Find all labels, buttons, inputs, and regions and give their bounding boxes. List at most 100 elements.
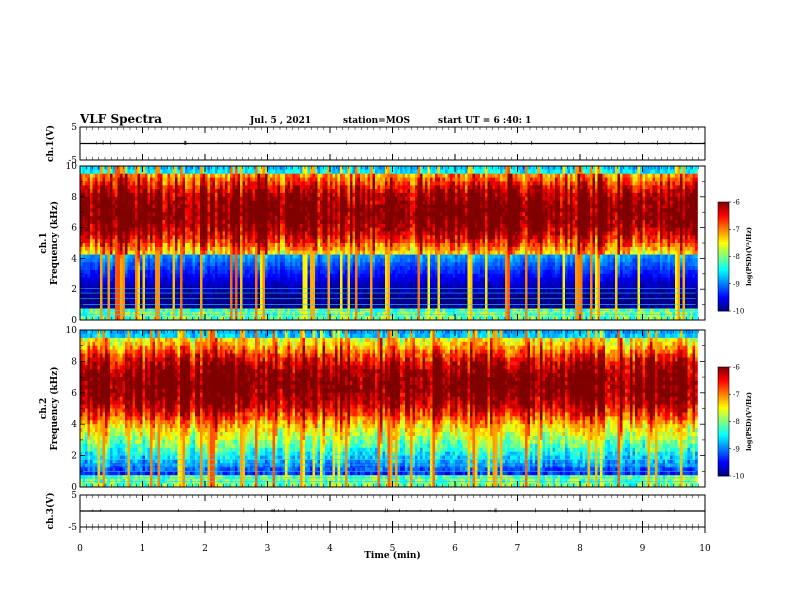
spectrogram-column [123, 166, 126, 320]
spectrogram-cell [88, 205, 91, 209]
spectrogram-cell [125, 185, 128, 189]
spectrogram-cell [115, 255, 118, 259]
spectrogram-cell [130, 216, 133, 220]
spectrogram-cell [175, 228, 178, 232]
spectrogram-cell [250, 255, 253, 259]
spectrogram-cell [108, 212, 111, 216]
spectrogram-cell [155, 243, 158, 247]
spectrogram-column [233, 166, 236, 320]
spectrogram-cell [163, 193, 166, 197]
spectrogram-cell [253, 189, 256, 193]
spectrogram-cell [108, 197, 111, 201]
spectrogram-cell [215, 235, 218, 239]
spectrogram-cell [258, 278, 261, 282]
spectrogram-cell [145, 243, 148, 247]
spectrogram-cell [253, 243, 256, 247]
spectrogram-cell [175, 170, 178, 174]
spectrogram-cell [220, 258, 223, 262]
spectrogram-cell [85, 216, 88, 220]
spectrogram-cell [143, 258, 146, 262]
spectrogram-cell [255, 212, 258, 216]
spectrogram-column [243, 166, 246, 320]
spectrogram-cell [158, 258, 161, 262]
spectrogram-cell [198, 212, 201, 216]
spectrogram-cell [118, 181, 121, 185]
spectrogram-cell [230, 270, 233, 274]
spectrogram-cell [113, 181, 116, 185]
spectrogram-cell [230, 282, 233, 286]
spectrogram-cell [168, 166, 171, 170]
spectrogram-cell [178, 278, 181, 282]
spectrogram-cell [128, 243, 131, 247]
spectrogram-cell [248, 193, 251, 197]
spectrogram-cell [153, 220, 156, 224]
spectrogram-cell [210, 208, 213, 212]
spectrogram-cell [135, 205, 138, 209]
spectrogram-cell [108, 216, 111, 220]
spectrogram-cell [238, 278, 241, 282]
spectrogram-cell [98, 228, 101, 232]
spectrogram-cell [188, 243, 191, 247]
spectrogram-cell [185, 174, 188, 178]
spectrogram-cell [153, 181, 156, 185]
spectrogram-cell [250, 235, 253, 239]
spectrogram-cell [108, 193, 111, 197]
spectrogram-cell [95, 293, 98, 297]
spectrogram-cell [198, 255, 201, 259]
spectrogram-cell [230, 262, 233, 266]
spectrogram-cell [258, 216, 261, 220]
spectrogram-cell [100, 243, 103, 247]
spectrogram-cell [183, 220, 186, 224]
spectrogram-cell [233, 174, 236, 178]
spectrogram-cell [148, 201, 151, 205]
spectrogram-cell [248, 243, 251, 247]
spectrogram-cell [170, 185, 173, 189]
spectrogram-cell [183, 228, 186, 232]
spectrogram-cell [233, 224, 236, 228]
spectrogram-cell [123, 235, 126, 239]
spectrogram-cell [95, 243, 98, 247]
spectrogram-cell [225, 255, 228, 259]
spectrogram-cell [205, 220, 208, 224]
spectrogram-cell [243, 239, 246, 243]
spectrogram-cell [263, 297, 266, 301]
spectrogram-cell [140, 274, 143, 278]
spectrogram-cell [198, 174, 201, 178]
spectrogram-cell [193, 185, 196, 189]
spectrogram-cell [215, 216, 218, 220]
spectrogram-cell [135, 270, 138, 274]
spectrogram-cell [240, 220, 243, 224]
spectrogram-cell [235, 228, 238, 232]
spectrogram-cell [123, 224, 126, 228]
spectrogram-cell [218, 185, 221, 189]
spectrogram-cell [238, 220, 241, 224]
spectrogram-cell [143, 201, 146, 205]
spectrogram-cell [198, 270, 201, 274]
spectrogram-cell [173, 216, 176, 220]
spectrogram-cell [200, 166, 203, 170]
spectrogram-cell [195, 293, 198, 297]
spectrogram-cell [188, 189, 191, 193]
spectrogram-column [175, 166, 178, 320]
spectrogram-cell [270, 293, 273, 297]
spectrogram-cell [153, 251, 156, 255]
spectrogram-cell [258, 258, 261, 262]
spectrogram-cell [123, 228, 126, 232]
spectrogram-cell [228, 293, 231, 297]
spectrogram-cell [230, 247, 233, 251]
spectrogram-cell [245, 278, 248, 282]
spectrogram-cell [83, 212, 86, 216]
spectrogram-cell [160, 235, 163, 239]
spectrogram-cell [190, 235, 193, 239]
spectrogram-cell [265, 278, 268, 282]
spectrogram-cell [233, 170, 236, 174]
spectrogram-column [188, 166, 191, 320]
spectrogram-cell [178, 305, 181, 309]
spectrogram-cell [83, 205, 86, 209]
spectrogram-cell [200, 220, 203, 224]
spectrogram-cell [225, 208, 228, 212]
spectrogram-cell [168, 239, 171, 243]
spectrogram-cell [230, 224, 233, 228]
spectrogram-cell [208, 205, 211, 209]
spectrogram-cell [238, 181, 241, 185]
